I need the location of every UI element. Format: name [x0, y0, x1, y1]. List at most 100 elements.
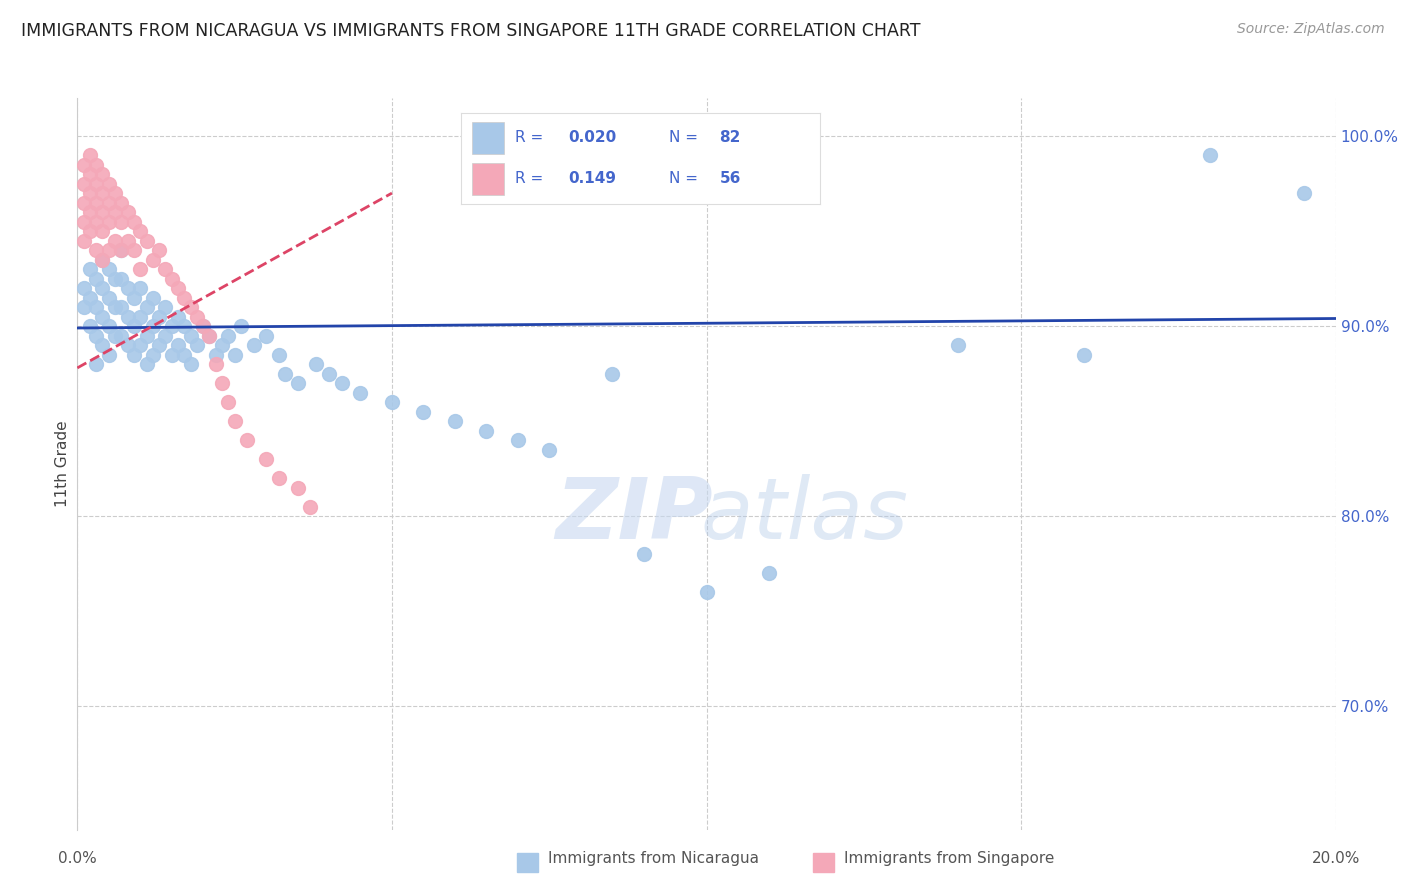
Point — [1073, 348, 1095, 362]
Point — [79, 205, 101, 219]
Point — [72, 177, 94, 191]
Point — [160, 319, 183, 334]
Point — [142, 348, 165, 362]
Point — [72, 281, 94, 295]
Point — [110, 214, 132, 228]
Point — [72, 234, 94, 248]
Point — [224, 348, 246, 362]
Point — [91, 252, 114, 267]
Point — [104, 300, 127, 314]
Point — [110, 328, 132, 343]
Point — [267, 348, 290, 362]
Point — [79, 186, 101, 200]
Point — [318, 367, 340, 381]
Point — [217, 395, 239, 409]
Point — [198, 328, 221, 343]
Point — [267, 471, 290, 485]
Text: IMMIGRANTS FROM NICARAGUA VS IMMIGRANTS FROM SINGAPORE 11TH GRADE CORRELATION CH: IMMIGRANTS FROM NICARAGUA VS IMMIGRANTS … — [21, 22, 921, 40]
Point — [696, 585, 718, 599]
Point — [91, 252, 114, 267]
Point — [330, 376, 353, 390]
Point — [148, 310, 170, 324]
Point — [506, 433, 529, 447]
Point — [84, 214, 107, 228]
Point — [148, 338, 170, 352]
Point — [1294, 186, 1316, 200]
Point — [110, 300, 132, 314]
Point — [91, 205, 114, 219]
Point — [84, 195, 107, 210]
Point — [91, 310, 114, 324]
Point — [167, 281, 190, 295]
Point — [224, 414, 246, 428]
Point — [287, 481, 309, 495]
Point — [135, 328, 157, 343]
Point — [79, 262, 101, 277]
Point — [444, 414, 467, 428]
Point — [198, 328, 221, 343]
Point — [191, 319, 215, 334]
Point — [155, 262, 177, 277]
Point — [349, 385, 371, 400]
Point — [948, 338, 970, 352]
Point — [97, 195, 120, 210]
Point — [186, 310, 208, 324]
Point — [758, 566, 780, 580]
Point — [167, 310, 190, 324]
Point — [135, 234, 157, 248]
Point — [97, 243, 120, 257]
Point — [122, 214, 145, 228]
Point — [79, 148, 101, 162]
Point — [299, 500, 322, 514]
Point — [104, 205, 127, 219]
Point — [254, 328, 277, 343]
Point — [91, 167, 114, 181]
Point — [79, 167, 101, 181]
Point — [155, 328, 177, 343]
Point — [122, 291, 145, 305]
Text: atlas: atlas — [700, 474, 908, 557]
Point — [173, 319, 195, 334]
Point — [72, 214, 94, 228]
Point — [204, 348, 226, 362]
Text: 0.0%: 0.0% — [58, 852, 97, 866]
Point — [104, 186, 127, 200]
Point — [122, 319, 145, 334]
Point — [97, 214, 120, 228]
Point — [148, 243, 170, 257]
Point — [79, 224, 101, 238]
Point — [600, 367, 623, 381]
Point — [97, 262, 120, 277]
Point — [97, 319, 120, 334]
Point — [191, 319, 215, 334]
Point — [211, 338, 233, 352]
Point — [117, 234, 139, 248]
Point — [84, 158, 107, 172]
Point — [79, 319, 101, 334]
Point — [129, 281, 152, 295]
Point — [274, 367, 297, 381]
Point — [180, 328, 202, 343]
Point — [117, 338, 139, 352]
Point — [84, 177, 107, 191]
Point — [97, 291, 120, 305]
Point — [242, 338, 264, 352]
Text: Source: ZipAtlas.com: Source: ZipAtlas.com — [1237, 22, 1385, 37]
Point — [135, 300, 157, 314]
Point — [254, 452, 277, 467]
Point — [217, 328, 239, 343]
Point — [160, 271, 183, 285]
Point — [155, 300, 177, 314]
Point — [129, 310, 152, 324]
Point — [412, 404, 434, 418]
Text: ZIP: ZIP — [555, 474, 713, 557]
Point — [84, 243, 107, 257]
Text: Immigrants from Singapore: Immigrants from Singapore — [844, 851, 1054, 865]
Text: Immigrants from Nicaragua: Immigrants from Nicaragua — [548, 851, 759, 865]
Point — [72, 158, 94, 172]
Point — [129, 262, 152, 277]
Point — [91, 281, 114, 295]
Point — [180, 357, 202, 371]
Point — [1199, 148, 1222, 162]
Point — [91, 224, 114, 238]
